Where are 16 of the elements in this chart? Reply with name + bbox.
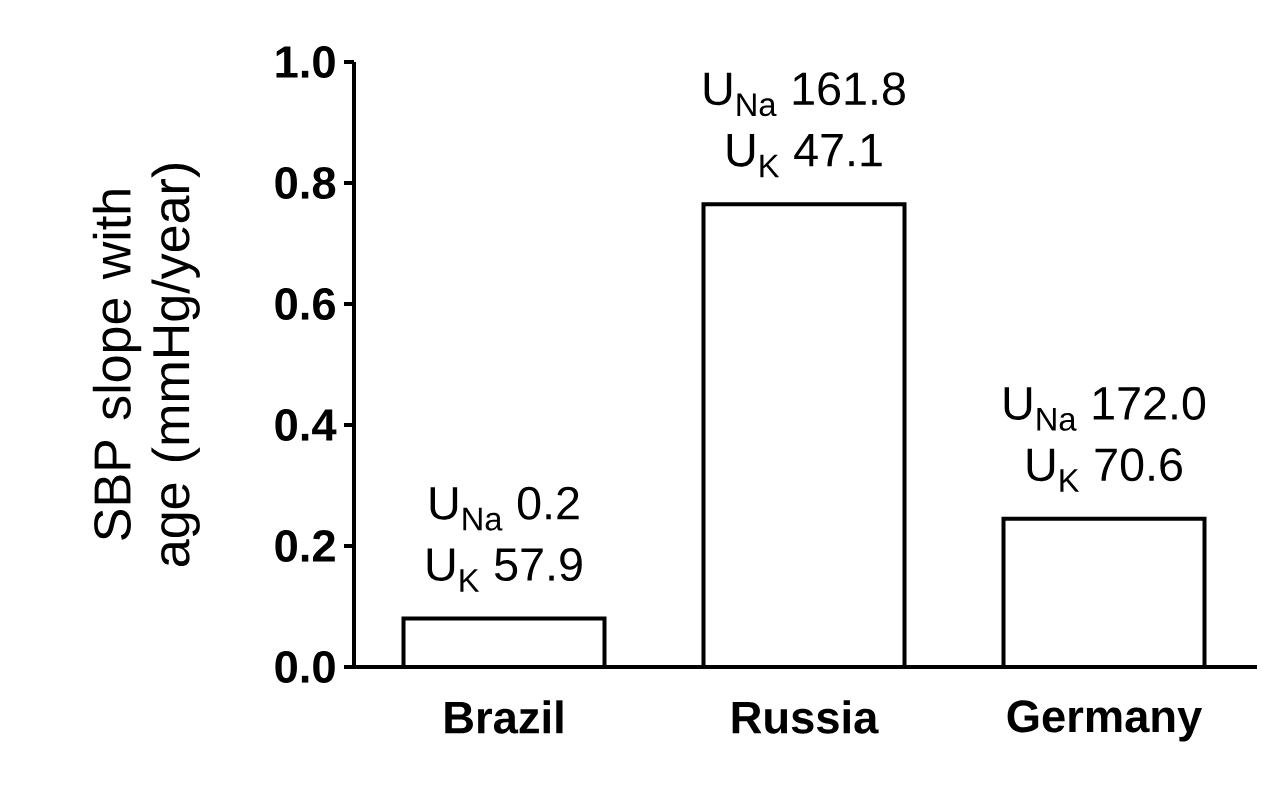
y-tick-label: 0.6 <box>275 287 335 321</box>
y-tick-label: 0.2 <box>275 529 335 563</box>
y-tick-label: 0.0 <box>275 650 335 684</box>
x-tick-label: Brazil <box>445 700 563 734</box>
annotation: U$_{K}$ 70.6 <box>1027 448 1182 492</box>
y-tick-label: 0.8 <box>275 166 336 200</box>
annotation: U$_{Na}$ 161.8 <box>704 72 905 117</box>
annotation: U$_{Na}$ 0.2 <box>430 486 579 531</box>
y-tick-label: 1.0 <box>276 45 335 79</box>
annotation: U$_{K}$ 57.9 <box>427 548 582 592</box>
x-tick-label: Germany <box>1007 700 1203 742</box>
x-tick-label: Russia <box>732 700 879 734</box>
y-tick-label: 0.4 <box>275 408 337 442</box>
annotation: U$_{Na}$ 172.0 <box>1004 386 1206 431</box>
y-axis-title: SBP slope with age (mmHg/year) <box>92 164 200 566</box>
annotation: U$_{K}$ 47.1 <box>727 134 882 178</box>
